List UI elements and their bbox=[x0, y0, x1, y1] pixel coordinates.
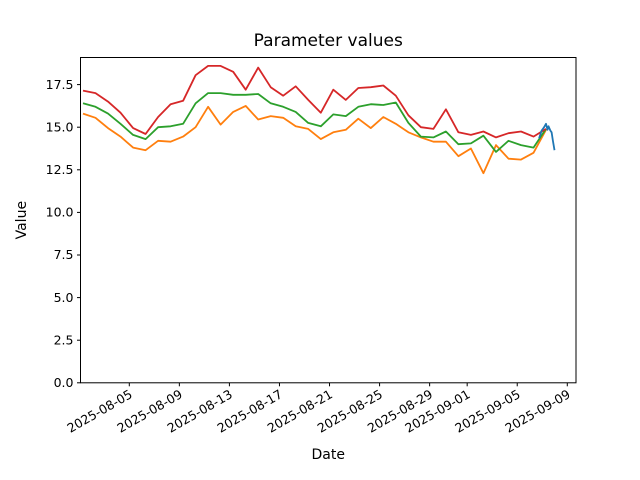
y-axis-ticks: 0.0 2.5 5.0 7.5 10.0 12.5 15.0 17.5 bbox=[46, 77, 81, 390]
y-tick-label: 15.0 bbox=[46, 119, 74, 134]
y-tick-label: 2.5 bbox=[54, 332, 74, 347]
orange-line bbox=[82, 105, 547, 175]
red-line bbox=[82, 65, 547, 139]
y-tick-label: 5.0 bbox=[54, 290, 74, 305]
y-tick-label: 17.5 bbox=[46, 77, 74, 92]
y-axis-label: Value bbox=[14, 201, 30, 239]
plot-area-border bbox=[80, 57, 577, 384]
y-tick-label: 7.5 bbox=[54, 247, 74, 262]
x-axis-ticks: 2025-08-052025-08-092025-08-132025-08-17… bbox=[64, 382, 573, 436]
y-tick-label: 10.0 bbox=[46, 205, 74, 220]
series-lines bbox=[82, 65, 556, 175]
green-line bbox=[82, 92, 547, 153]
blue-line bbox=[538, 122, 556, 151]
chart-title: Parameter values bbox=[254, 31, 403, 51]
x-axis-label: Date bbox=[312, 447, 345, 463]
y-tick-label: 0.0 bbox=[54, 375, 74, 390]
y-tick-label: 12.5 bbox=[46, 162, 74, 177]
